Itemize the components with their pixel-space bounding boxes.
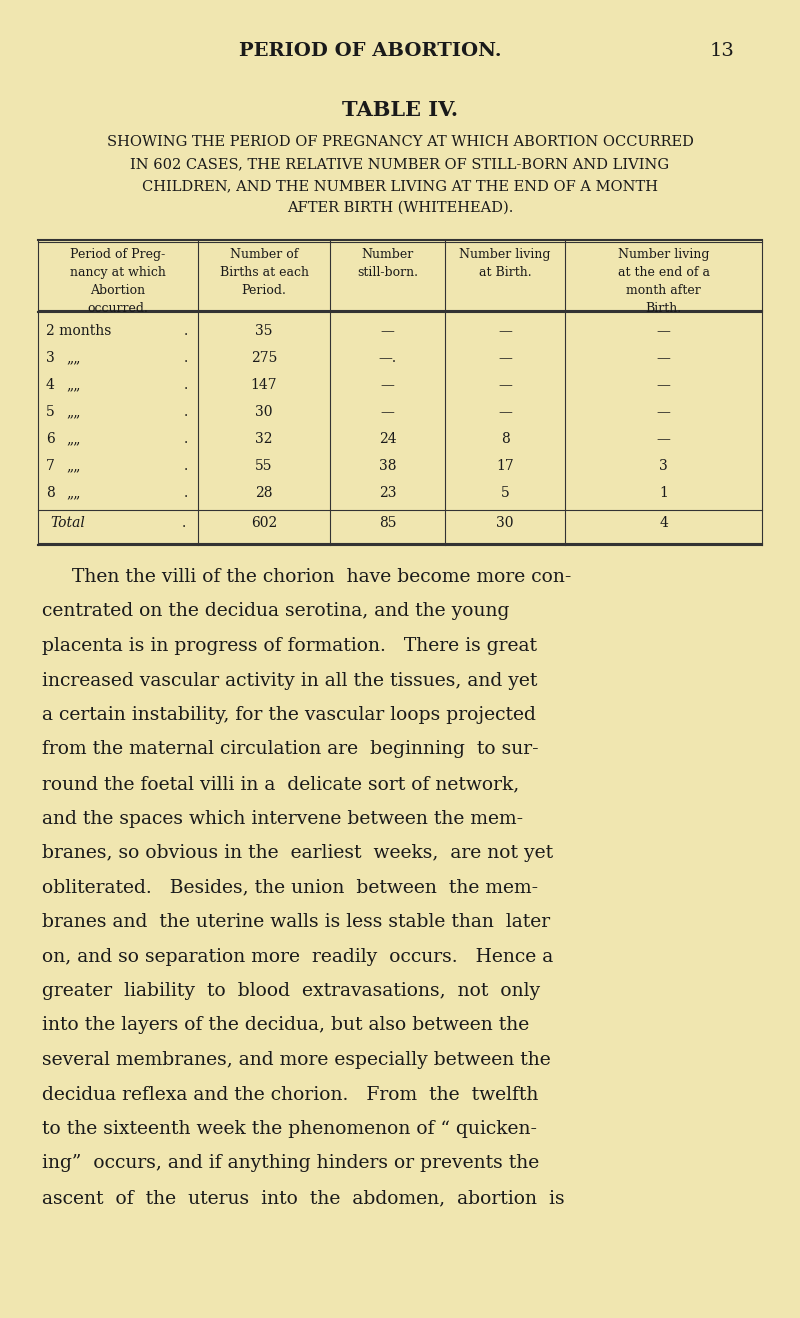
Text: 3: 3 [659, 459, 668, 473]
Text: 30: 30 [496, 517, 514, 530]
Text: —: — [657, 351, 670, 365]
Text: „„: „„ [66, 405, 81, 419]
Text: PERIOD OF ABORTION.: PERIOD OF ABORTION. [238, 42, 502, 61]
Text: .: . [184, 459, 188, 473]
Text: Total: Total [50, 517, 85, 530]
Text: .: . [184, 351, 188, 365]
Text: 55: 55 [255, 459, 273, 473]
Text: IN 602 CASES, THE RELATIVE NUMBER OF STILL-BORN AND LIVING: IN 602 CASES, THE RELATIVE NUMBER OF STI… [130, 157, 670, 171]
Text: —: — [498, 378, 512, 391]
Text: —: — [381, 324, 394, 337]
Text: branes and  the uterine walls is less stable than  later: branes and the uterine walls is less sta… [42, 913, 550, 931]
Text: a certain instability, for the vascular loops projected: a certain instability, for the vascular … [42, 706, 536, 724]
Text: 38: 38 [378, 459, 396, 473]
Text: Number
still-born.: Number still-born. [357, 248, 418, 279]
Text: 5: 5 [46, 405, 54, 419]
Text: several membranes, and more especially between the: several membranes, and more especially b… [42, 1050, 550, 1069]
Text: 147: 147 [250, 378, 278, 391]
Text: Number of
Births at each
Period.: Number of Births at each Period. [219, 248, 309, 297]
Text: 85: 85 [378, 517, 396, 530]
Text: „„: „„ [66, 351, 81, 365]
Text: Number living
at the end of a
month after
Birth.: Number living at the end of a month afte… [618, 248, 710, 315]
Text: 8: 8 [501, 432, 510, 445]
Text: centrated on the decidua serotina, and the young: centrated on the decidua serotina, and t… [42, 602, 510, 621]
Text: ing”  occurs, and if anything hinders or prevents the: ing” occurs, and if anything hinders or … [42, 1155, 539, 1173]
Text: ascent  of  the  uterus  into  the  abdomen,  abortion  is: ascent of the uterus into the abdomen, a… [42, 1189, 565, 1207]
Text: SHOWING THE PERIOD OF PREGNANCY AT WHICH ABORTION OCCURRED: SHOWING THE PERIOD OF PREGNANCY AT WHICH… [106, 134, 694, 149]
Text: 13: 13 [710, 42, 735, 61]
Text: —: — [498, 351, 512, 365]
Text: 7: 7 [46, 459, 55, 473]
Text: 30: 30 [255, 405, 273, 419]
Text: 17: 17 [496, 459, 514, 473]
Text: into the layers of the decidua, but also between the: into the layers of the decidua, but also… [42, 1016, 530, 1035]
Text: .: . [184, 378, 188, 391]
Text: .: . [182, 517, 186, 530]
Text: —: — [498, 324, 512, 337]
Text: increased vascular activity in all the tissues, and yet: increased vascular activity in all the t… [42, 671, 538, 689]
Text: —.: —. [378, 351, 397, 365]
Text: round the foetal villi in a  delicate sort of network,: round the foetal villi in a delicate sor… [42, 775, 519, 793]
Text: „„: „„ [66, 486, 81, 500]
Text: —: — [498, 405, 512, 419]
Text: .: . [184, 486, 188, 500]
Text: CHILDREN, AND THE NUMBER LIVING AT THE END OF A MONTH: CHILDREN, AND THE NUMBER LIVING AT THE E… [142, 179, 658, 192]
Text: 32: 32 [255, 432, 273, 445]
Text: .: . [184, 432, 188, 445]
Text: —: — [657, 405, 670, 419]
Text: to the sixteenth week the phenomenon of “ quicken-: to the sixteenth week the phenomenon of … [42, 1120, 537, 1137]
Text: Number living
at Birth.: Number living at Birth. [459, 248, 550, 279]
Text: .: . [184, 405, 188, 419]
Text: —: — [381, 405, 394, 419]
Text: obliterated.   Besides, the union  between  the mem-: obliterated. Besides, the union between … [42, 879, 538, 896]
Text: „„: „„ [66, 459, 81, 473]
Text: branes, so obvious in the  earliest  weeks,  are not yet: branes, so obvious in the earliest weeks… [42, 844, 553, 862]
Text: from the maternal circulation are  beginning  to sur-: from the maternal circulation are beginn… [42, 741, 538, 758]
Text: on, and so separation more  readily  occurs.   Hence a: on, and so separation more readily occur… [42, 948, 554, 966]
Text: AFTER BIRTH (WHITEHEAD).: AFTER BIRTH (WHITEHEAD). [287, 202, 513, 215]
Text: —: — [381, 378, 394, 391]
Text: 275: 275 [251, 351, 277, 365]
Text: Then the villi of the chorion  have become more con-: Then the villi of the chorion have becom… [72, 568, 571, 587]
Text: Period of Preg-
nancy at which
Abortion
occurred.: Period of Preg- nancy at which Abortion … [70, 248, 166, 315]
Text: placenta is in progress of formation.   There is great: placenta is in progress of formation. Th… [42, 637, 537, 655]
Text: decidua reflexa and the chorion.   From  the  twelfth: decidua reflexa and the chorion. From th… [42, 1086, 538, 1103]
Text: greater  liability  to  blood  extravasations,  not  only: greater liability to blood extravasation… [42, 982, 540, 1000]
Text: 24: 24 [378, 432, 396, 445]
Text: 3: 3 [46, 351, 54, 365]
Text: 23: 23 [378, 486, 396, 500]
Text: 602: 602 [251, 517, 277, 530]
Text: 28: 28 [255, 486, 273, 500]
Text: TABLE IV.: TABLE IV. [342, 100, 458, 120]
Text: and the spaces which intervene between the mem-: and the spaces which intervene between t… [42, 809, 523, 828]
Text: „„: „„ [66, 432, 81, 445]
Text: 1: 1 [659, 486, 668, 500]
Text: 5: 5 [501, 486, 510, 500]
Text: 8: 8 [46, 486, 54, 500]
Text: —: — [657, 432, 670, 445]
Text: —: — [657, 324, 670, 337]
Text: 35: 35 [255, 324, 273, 337]
Text: 2 months: 2 months [46, 324, 111, 337]
Text: 4: 4 [659, 517, 668, 530]
Text: —: — [657, 378, 670, 391]
Text: 6: 6 [46, 432, 54, 445]
Text: 4: 4 [46, 378, 55, 391]
Text: „„: „„ [66, 378, 81, 391]
Text: .: . [184, 324, 188, 337]
